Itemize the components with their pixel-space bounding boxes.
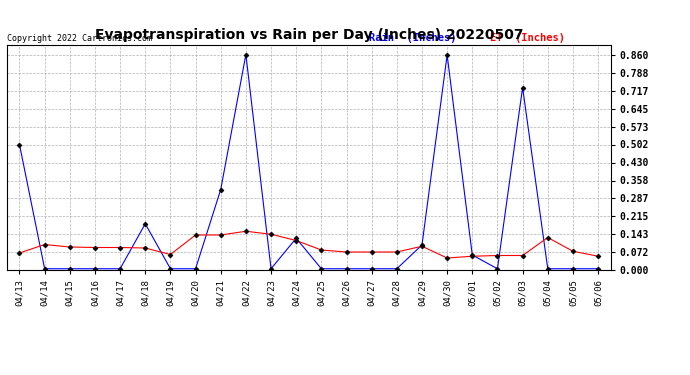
- Title: Evapotranspiration vs Rain per Day (Inches) 20220507: Evapotranspiration vs Rain per Day (Inch…: [95, 28, 523, 42]
- Text: Copyright 2022 Cartronics.com: Copyright 2022 Cartronics.com: [7, 34, 152, 43]
- Text: Rain  (Inches): Rain (Inches): [369, 33, 457, 43]
- Text: ET  (Inches): ET (Inches): [490, 33, 565, 43]
